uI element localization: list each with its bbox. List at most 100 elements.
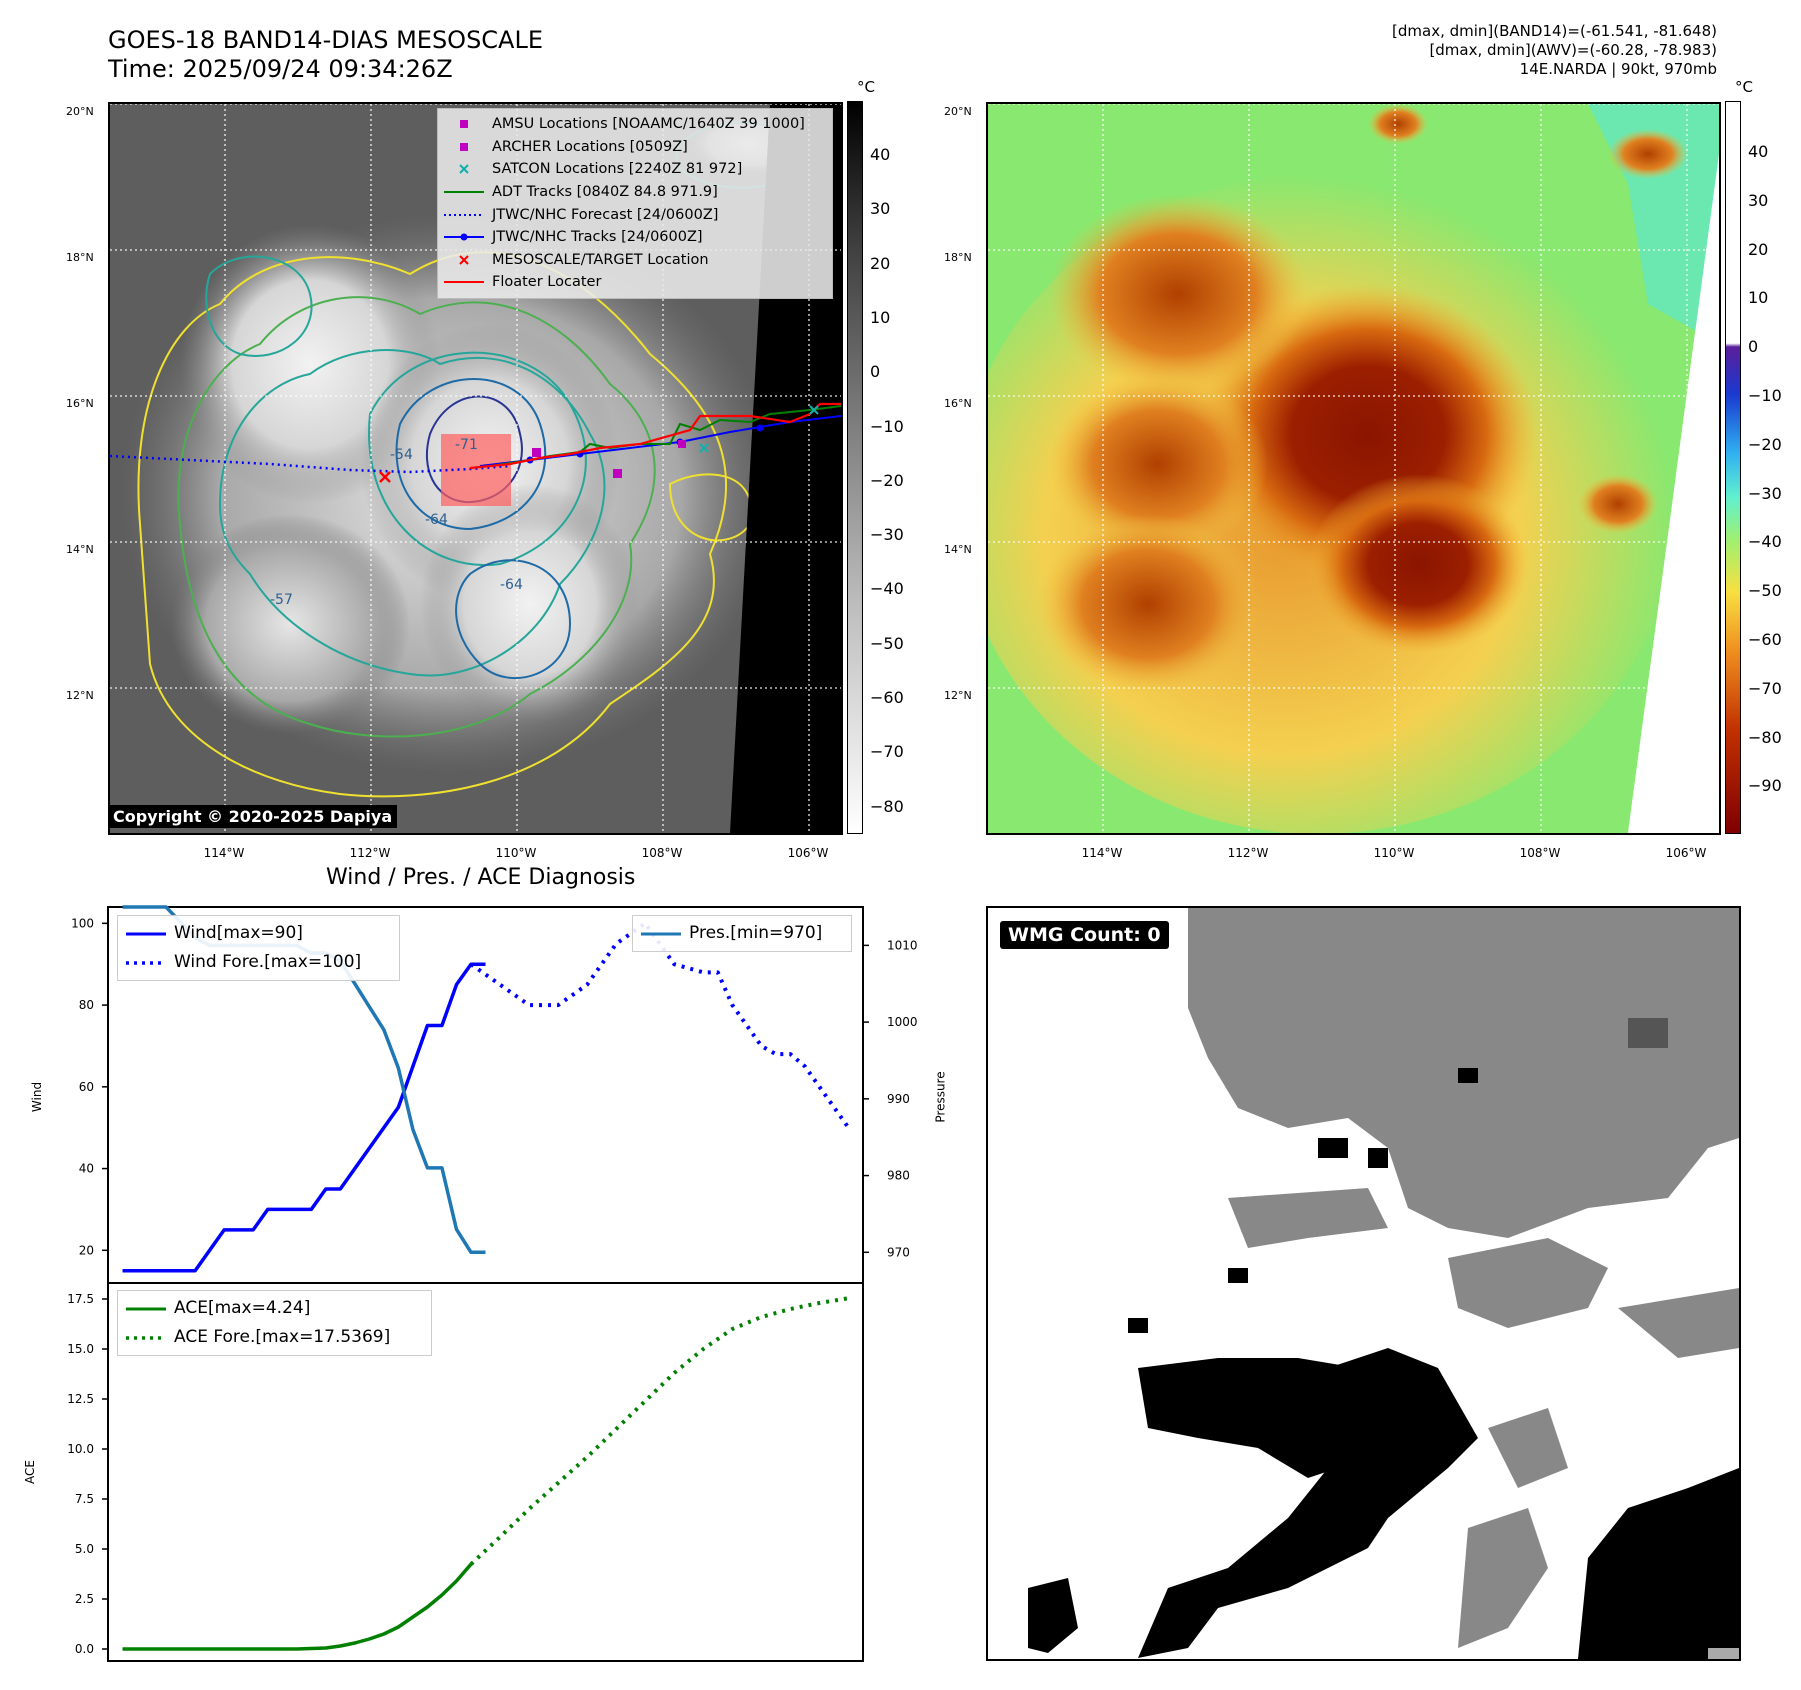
legend-symbol-icon: [444, 117, 484, 131]
pressure-ytick-label: 980: [887, 1169, 910, 1183]
ace-ytick-label: 10.0: [67, 1442, 94, 1456]
info-line-3: 14E.NARDA | 90kt, 970mb: [1519, 60, 1717, 78]
legend-label: ADT Tracks [0840Z 84.8 971.9]: [492, 184, 718, 201]
lon-label-114: 114°W: [203, 846, 245, 860]
map-legend-item: ADT Tracks [0840Z 84.8 971.9]: [444, 181, 826, 204]
color-colorbar-tick: −90: [1748, 776, 1782, 796]
ace-ytick-label: 7.5: [75, 1492, 94, 1506]
gray-colorbar-tick: −60: [870, 688, 904, 707]
ace-ytick-label: 15.0: [67, 1342, 94, 1356]
map-legend-item: JTWC/NHC Tracks [24/0600Z]: [444, 226, 826, 249]
pressure-legend-line-icon: [641, 926, 681, 940]
wind-legend: Wind[max=90] Wind Fore.[max=100]: [117, 915, 400, 981]
pressure-ytick-label: 990: [887, 1092, 910, 1106]
color-colorbar: [1725, 101, 1741, 834]
map-legend-item: JTWC/NHC Forecast [24/0600Z]: [444, 203, 826, 226]
gray-colorbar-tick: 20: [870, 253, 891, 273]
info-line-1: [dmax, dmin](BAND14)=(-61.541, -81.648): [1392, 22, 1717, 40]
lat-label-18: 18°N: [66, 251, 94, 264]
contour-label-5: -71: [455, 437, 478, 453]
title-line-2: Time: 2025/09/24 09:34:26Z: [108, 55, 453, 83]
wind-fore-legend-dotted-icon: [126, 955, 166, 969]
map-legend-item: Floater Locater: [444, 271, 826, 294]
wind-ytick-label: 20: [79, 1243, 94, 1257]
legend-symbol-icon: [444, 185, 484, 199]
wind-ylabel: Wind: [30, 1081, 45, 1113]
color-colorbar-tick: −80: [1748, 727, 1782, 747]
legend-symbol-icon: [444, 162, 484, 176]
color-colorbar-tick: 10: [1748, 288, 1769, 308]
color-colorbar-tick: 20: [1748, 239, 1769, 259]
ace-legend: ACE[max=4.24] ACE Fore.[max=17.5369]: [117, 1290, 432, 1356]
legend-label: AMSU Locations [NOAAMC/1640Z 39 1000]: [492, 116, 805, 133]
map-legend-item: ARCHER Locations [0509Z]: [444, 136, 826, 159]
gray-colorbar-tick: −70: [870, 742, 904, 762]
diag-title: Wind / Pres. / ACE Diagnosis: [326, 865, 636, 890]
contour-label-4: -54: [390, 447, 413, 463]
gray-colorbar-tick: −10: [870, 416, 904, 436]
ace-ytick-label: 5.0: [75, 1542, 94, 1556]
legend-symbol-icon: [444, 230, 484, 244]
lat-label-16-right: 16°N: [944, 397, 972, 410]
gray-colorbar-tick: −80: [870, 796, 904, 816]
storm-info: [dmax, dmin](BAND14)=(-61.541, -81.648) …: [1392, 22, 1717, 79]
lat-label-14: 14°N: [66, 543, 94, 556]
ace-ytick-label: 2.5: [75, 1592, 94, 1606]
lon-label-106-right: 106°W: [1665, 846, 1707, 860]
map-legend-item: AMSU Locations [NOAAMC/1640Z 39 1000]: [444, 113, 826, 136]
ace-fore-legend-dotted-icon: [126, 1330, 166, 1344]
wmg-count-badge: WMG Count: 0: [1000, 921, 1169, 949]
color-colorbar-tick: −10: [1748, 386, 1782, 405]
map-legend: AMSU Locations [NOAAMC/1640Z 39 1000] ARC…: [437, 108, 833, 299]
legend-symbol-icon: [444, 140, 484, 154]
wind-legend-solid-icon: [126, 926, 166, 940]
ace-ytick-label: 0.0: [75, 1642, 94, 1656]
legend-label: MESOSCALE/TARGET Location: [492, 251, 709, 268]
gray-colorbar-tick: −40: [870, 579, 904, 599]
wind-fore-legend-label: Wind Fore.[max=100]: [174, 951, 362, 972]
wmg-panel: [986, 906, 1741, 1661]
awv-map-image: [988, 104, 1719, 833]
wind-ytick-label: 100: [71, 916, 94, 930]
gray-colorbar-tick: 10: [870, 307, 891, 327]
ace-panel-frame: [107, 1282, 864, 1662]
wind-ytick-label: 40: [79, 1162, 94, 1176]
wind-ytick-label: 80: [79, 998, 94, 1012]
ace-ytick-label: 12.5: [67, 1392, 94, 1406]
contour-label-1: -64: [425, 512, 448, 528]
legend-label: JTWC/NHC Tracks [24/0600Z]: [492, 229, 703, 246]
pressure-ylabel: Pressure: [933, 1071, 948, 1123]
awv-map-panel: [986, 102, 1721, 835]
wind-ytick-label: 60: [79, 1080, 94, 1094]
pressure-ytick-label: 970: [887, 1245, 910, 1259]
copyright-label: Copyright © 2020-2025 Dapiya: [108, 805, 398, 828]
map-legend-item: SATCON Locations [2240Z 81 972]: [444, 158, 826, 181]
lon-label-112: 112°W: [349, 846, 391, 860]
lon-label-108-right: 108°W: [1519, 846, 1561, 860]
title-line-1: GOES-18 BAND14-DIAS MESOSCALE: [108, 26, 544, 54]
color-colorbar-tick: 0: [1748, 337, 1759, 357]
ace-legend-label: ACE[max=4.24]: [174, 1297, 311, 1318]
color-colorbar-tick: 40: [1748, 142, 1769, 161]
gray-colorbar-tick: −50: [870, 633, 904, 653]
series-line-wind-fore-: [469, 921, 851, 1129]
lon-label-106: 106°W: [787, 846, 829, 860]
ace-ytick-label: 17.5: [67, 1292, 94, 1306]
color-colorbar-unit: °C: [1735, 78, 1753, 96]
legend-symbol-icon: [444, 253, 484, 267]
color-colorbar-tick: −40: [1748, 532, 1782, 552]
color-colorbar-tick: 30: [1748, 190, 1769, 210]
pressure-ytick-label: 1000: [887, 1015, 918, 1029]
lat-label-20-right: 20°N: [944, 105, 972, 118]
lat-label-14-right: 14°N: [944, 543, 972, 556]
contour-label-3: -57: [270, 592, 293, 608]
legend-label: ARCHER Locations [0509Z]: [492, 138, 688, 155]
color-colorbar-tick: −20: [1748, 434, 1782, 454]
gray-colorbar-tick: −20: [870, 470, 904, 490]
color-colorbar-tick: −50: [1748, 581, 1782, 601]
gray-colorbar: [847, 101, 863, 834]
figure-title: GOES-18 BAND14-DIAS MESOSCALE Time: 2025…: [108, 26, 543, 84]
series-line-ace-fore-: [469, 1296, 849, 1566]
map-legend-item: MESOSCALE/TARGET Location: [444, 249, 826, 272]
